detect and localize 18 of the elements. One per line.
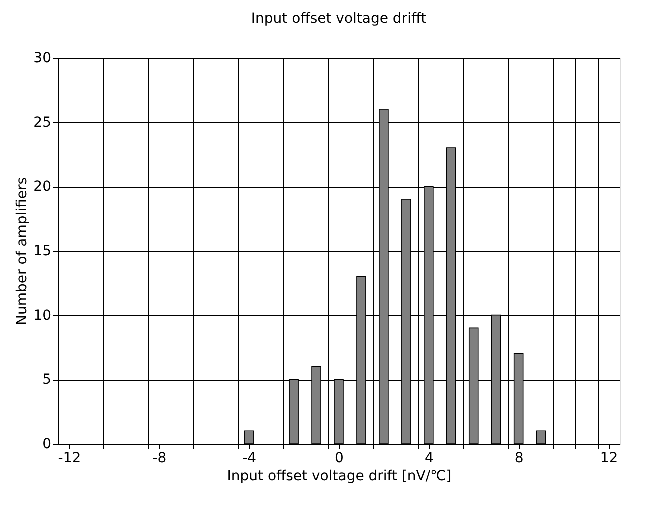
y-tick-label: 15 xyxy=(34,244,52,260)
x-tick-label: -4 xyxy=(242,450,257,466)
chart-title: Input offset voltage drifft xyxy=(251,11,428,27)
x-tick-label: 12 xyxy=(600,450,618,466)
bar xyxy=(536,430,546,444)
x-tick-label: 4 xyxy=(424,450,434,466)
y-tick-label: 5 xyxy=(42,372,52,388)
y-tick-label: 10 xyxy=(34,308,52,324)
y-tick-label: 20 xyxy=(34,179,52,196)
x-tick-label: -8 xyxy=(152,450,167,466)
y-tick-label: 30 xyxy=(34,50,52,66)
y-tick-label: 25 xyxy=(34,114,52,131)
x-tick-label: 8 xyxy=(514,450,524,466)
x-tick-label: -12 xyxy=(58,450,82,466)
x-tick-label: 0 xyxy=(335,450,344,466)
y-tick-label: 0 xyxy=(42,436,52,452)
x-axis-title: Input offset voltage drift [nV/℃] xyxy=(227,468,452,484)
y-axis-title: Number of amplifiers xyxy=(14,178,31,326)
